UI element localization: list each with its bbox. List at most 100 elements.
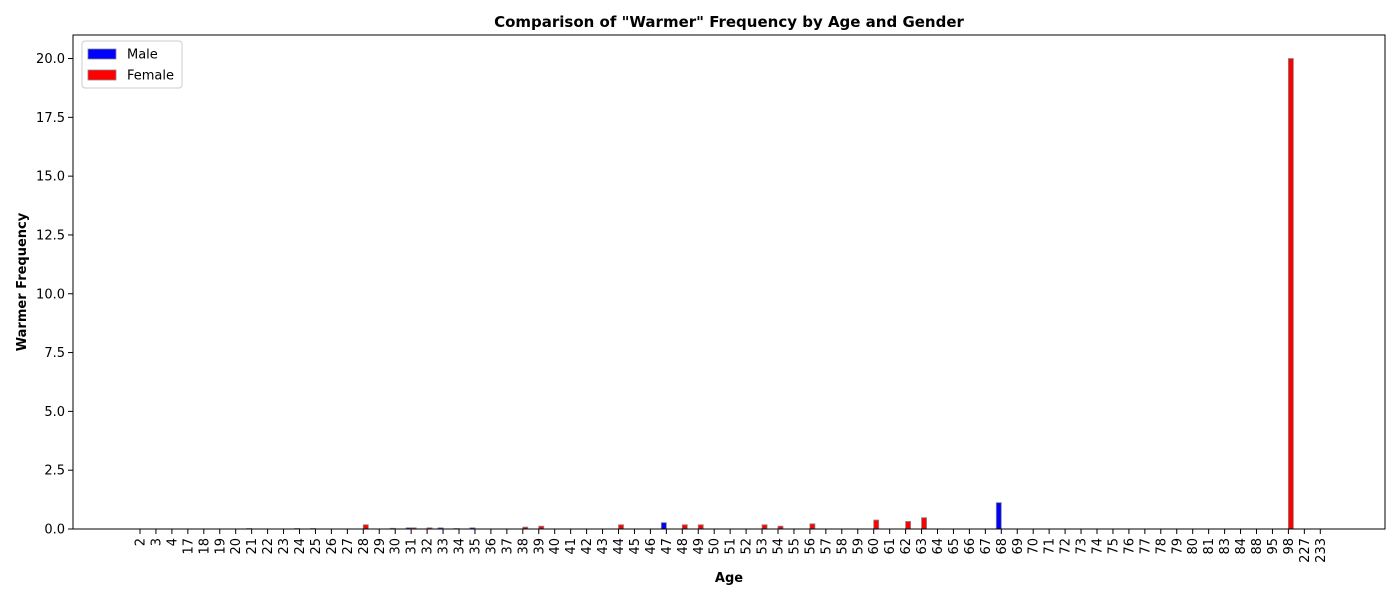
x-tick-label: 22 — [261, 538, 276, 555]
x-tick-label: 95 — [1266, 538, 1281, 555]
y-tick-label: 12.5 — [36, 228, 65, 243]
x-tick-label: 28 — [357, 538, 372, 555]
y-tick-label: 10.0 — [36, 287, 65, 302]
x-tick-label: 79 — [1170, 538, 1185, 555]
x-tick-label: 65 — [947, 538, 962, 555]
x-tick-label: 75 — [1106, 538, 1121, 555]
y-axis-label: Warmer Frequency — [15, 212, 30, 351]
x-tick-label: 227 — [1298, 538, 1313, 563]
y-tick-label: 0.0 — [44, 523, 65, 538]
bar-female-60 — [873, 519, 880, 530]
x-tick-label: 2 — [134, 538, 149, 546]
x-tick-label: 35 — [468, 538, 483, 555]
legend-label-male: Male — [127, 48, 158, 63]
bar-male-47 — [660, 522, 667, 530]
x-tick-label: 52 — [740, 538, 755, 555]
x-tick-label: 25 — [309, 538, 324, 555]
bar-female-98 — [1288, 58, 1294, 530]
x-tick-label: 76 — [1122, 538, 1137, 555]
y-axis: 0.0 2.5 5.0 7.5 10.0 12.5 15.0 17.5 20.0 — [36, 52, 73, 538]
x-tick-label: 31 — [405, 538, 420, 555]
x-tick-label: 34 — [453, 538, 468, 555]
x-tick-label: 60 — [867, 538, 882, 555]
legend-label-female: Female — [127, 69, 174, 84]
x-tick-label: 42 — [580, 538, 595, 555]
legend-swatch-female — [87, 69, 117, 81]
x-tick-label: 83 — [1218, 538, 1233, 555]
x-tick-label: 48 — [676, 538, 691, 555]
x-tick-label: 32 — [421, 538, 436, 555]
x-tick-label: 57 — [819, 538, 834, 555]
x-tick-label: 38 — [516, 538, 531, 555]
bars-group — [246, 58, 1294, 530]
x-tick-label: 33 — [437, 538, 452, 555]
x-tick-label: 98 — [1282, 538, 1297, 555]
x-tick-label: 51 — [724, 538, 739, 555]
x-tick-label: 74 — [1091, 538, 1106, 555]
x-tick-label: 3 — [149, 538, 164, 546]
x-tick-label: 24 — [293, 538, 308, 555]
y-tick-label: 2.5 — [44, 464, 65, 479]
x-tick-label: 27 — [341, 538, 356, 555]
x-tick-label: 81 — [1202, 538, 1217, 555]
x-tick-label: 44 — [612, 538, 627, 555]
x-tick-label: 80 — [1186, 538, 1201, 555]
x-tick-label: 69 — [1011, 538, 1026, 555]
x-tick-label: 45 — [628, 538, 643, 555]
bar-female-48 — [681, 524, 688, 530]
x-tick-label: 63 — [915, 538, 930, 555]
x-tick-label: 54 — [772, 538, 787, 555]
x-tick-label: 30 — [389, 538, 404, 555]
x-tick-label: 88 — [1250, 538, 1265, 555]
x-tick-label: 46 — [644, 538, 659, 555]
bar-female-44 — [618, 524, 624, 530]
x-tick-label: 36 — [484, 538, 499, 555]
bar-female-49 — [697, 524, 704, 530]
bar-male-68 — [995, 502, 1002, 530]
x-tick-label: 29 — [373, 538, 388, 555]
x-tick-label: 71 — [1043, 538, 1058, 555]
x-tick-label: 78 — [1154, 538, 1169, 555]
x-tick-label: 72 — [1059, 538, 1074, 555]
bar-female-53 — [761, 524, 768, 530]
x-tick-label: 26 — [325, 538, 340, 555]
x-tick-label: 20 — [229, 538, 244, 555]
x-tick-label: 84 — [1234, 538, 1249, 555]
x-tick-label: 58 — [835, 538, 850, 555]
x-tick-label: 41 — [564, 538, 579, 555]
y-tick-label: 15.0 — [36, 170, 65, 185]
x-tick-label: 50 — [708, 538, 723, 555]
x-tick-label: 43 — [596, 538, 611, 555]
x-tick-label: 49 — [692, 538, 707, 555]
x-tick-label: 59 — [851, 538, 866, 555]
x-tick-label: 39 — [532, 538, 547, 555]
x-axis-label: Age — [715, 571, 743, 586]
x-tick-label: 23 — [277, 538, 292, 555]
x-tick-label: 21 — [245, 538, 260, 555]
plot-frame — [72, 34, 1386, 530]
y-tick-label: 20.0 — [36, 52, 65, 67]
bar-female-62 — [905, 521, 911, 530]
x-tick-label: 47 — [660, 538, 675, 555]
x-tick-label: 67 — [979, 538, 994, 555]
x-tick-label: 70 — [1027, 538, 1042, 555]
y-tick-label: 5.0 — [44, 405, 65, 420]
bar-female-28 — [362, 524, 369, 530]
x-tick-label: 19 — [213, 538, 228, 555]
x-tick-label: 17 — [181, 538, 196, 555]
x-tick-label: 37 — [500, 538, 515, 555]
y-tick-label: 7.5 — [44, 346, 65, 361]
x-tick-label: 61 — [883, 538, 898, 555]
x-tick-label: 53 — [756, 538, 771, 555]
x-tick-label: 18 — [197, 538, 212, 555]
legend: Male Female — [81, 40, 183, 89]
bar-female-56 — [809, 523, 816, 530]
x-axis: 2 3 4 17 18 19 20 21 22 23 24 25 26 27 28 29 30 31 32 33 34 3… — [134, 529, 1329, 563]
chart-title: Comparison of "Warmer" Frequency by Age … — [494, 13, 964, 31]
y-tick-label: 17.5 — [36, 111, 65, 126]
x-tick-label: 66 — [963, 538, 978, 555]
legend-swatch-male — [87, 48, 117, 60]
x-tick-label: 40 — [548, 538, 563, 555]
